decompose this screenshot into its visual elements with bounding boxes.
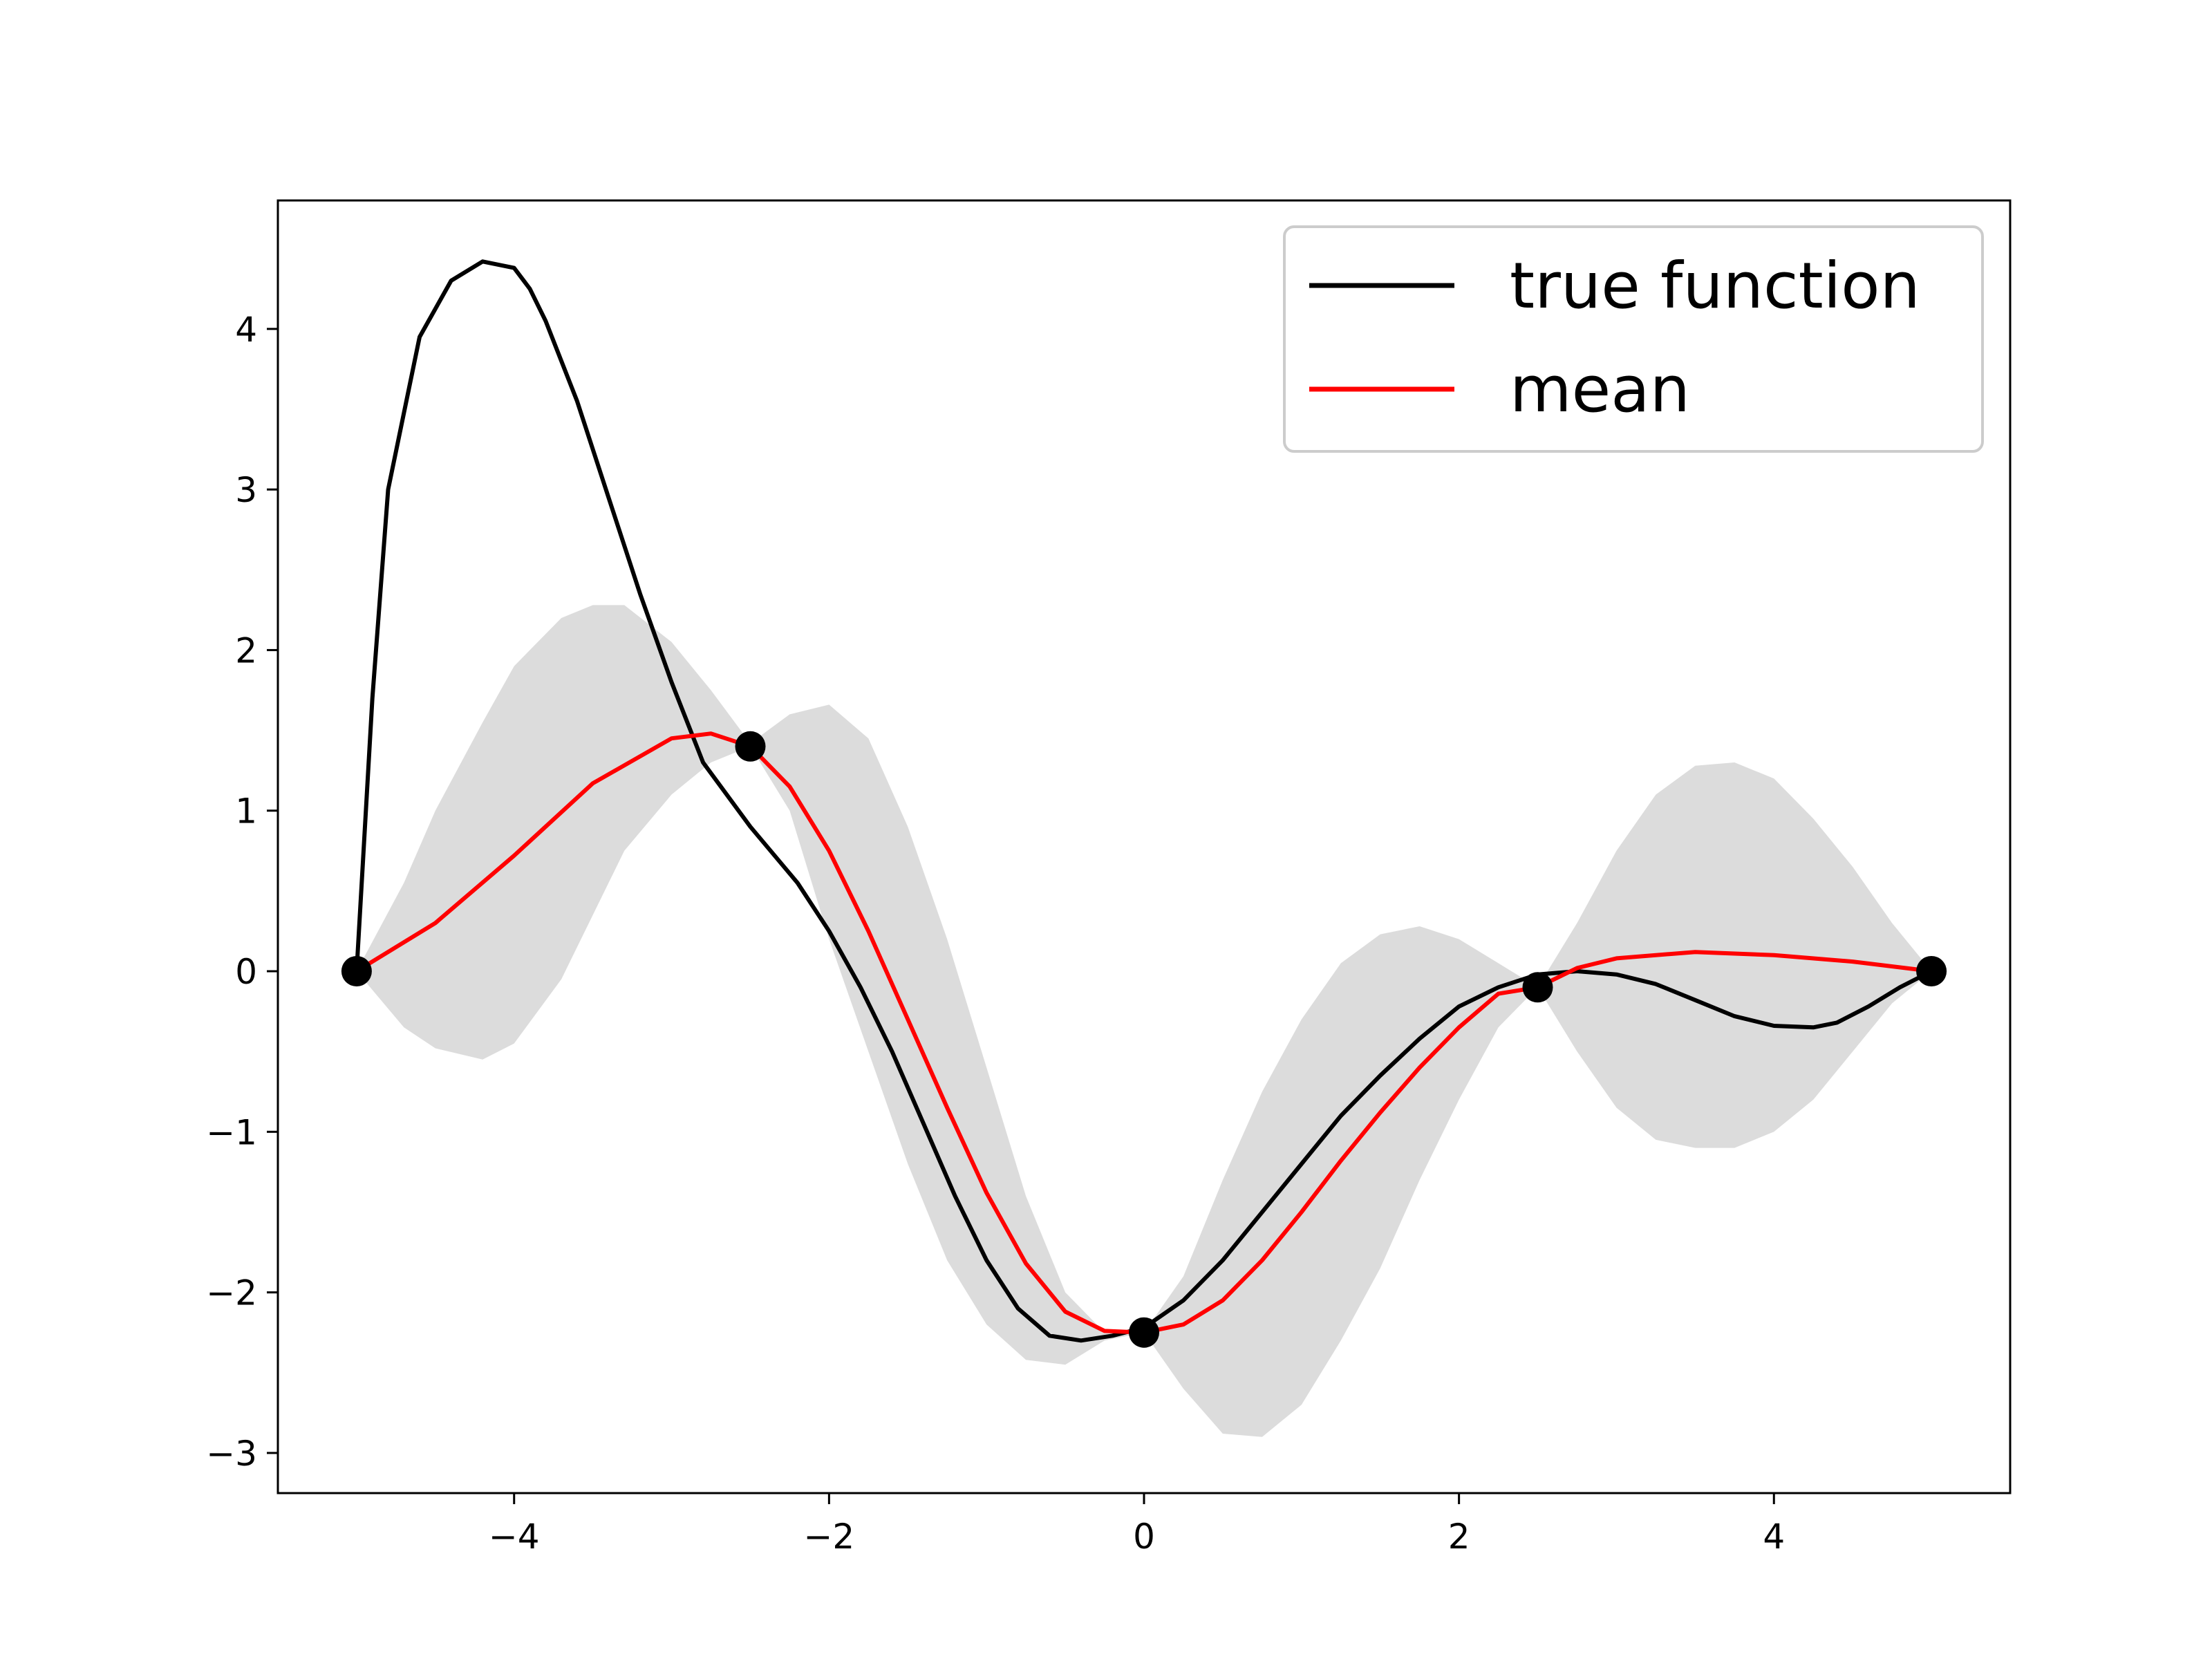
y-tick-label: −1 <box>206 1112 257 1152</box>
x-tick-label: 4 <box>1763 1517 1785 1557</box>
x-tick-label: −4 <box>489 1517 540 1557</box>
y-tick-label: 2 <box>235 630 257 671</box>
observation-points-layer <box>341 731 1947 1348</box>
observation-point <box>1522 972 1553 1003</box>
y-tick-label: −2 <box>206 1273 257 1313</box>
uncertainty-band <box>356 605 1932 1437</box>
observation-point <box>735 731 766 762</box>
observation-point <box>1129 1317 1159 1348</box>
y-tick-label: 1 <box>235 791 257 832</box>
legend-label: mean <box>1510 353 1690 427</box>
x-axis-ticks: −4 −2 0 2 4 <box>489 1493 1785 1557</box>
observation-point <box>341 956 372 986</box>
x-tick-label: 2 <box>1448 1517 1470 1557</box>
series-line-true-function <box>354 259 1934 1343</box>
legend-box <box>1283 225 1984 453</box>
y-axis-ticks: −3 −2 −1 0 1 2 3 4 <box>206 310 278 1474</box>
x-tick-label: −2 <box>804 1517 855 1557</box>
uncertainty-band-layer <box>356 605 1932 1437</box>
y-tick-label: 4 <box>235 310 257 350</box>
legend-label: true function <box>1510 249 1920 323</box>
y-tick-label: −3 <box>206 1434 257 1474</box>
observation-point <box>1916 956 1947 986</box>
x-tick-label: 0 <box>1133 1517 1155 1557</box>
y-tick-label: 3 <box>235 470 257 510</box>
y-tick-label: 0 <box>235 952 257 992</box>
legend: true function mean <box>1283 225 1984 453</box>
